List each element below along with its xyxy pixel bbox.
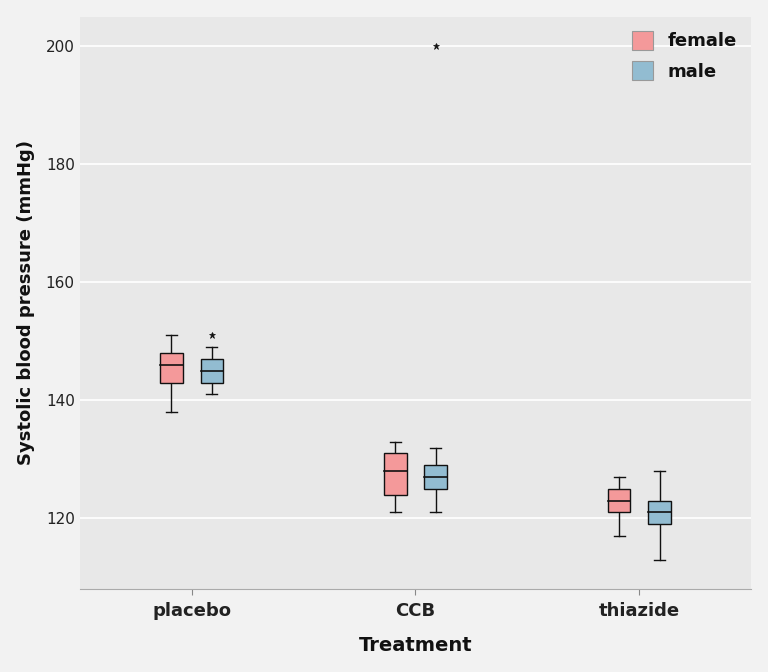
Bar bbox=[608, 489, 631, 513]
Bar bbox=[425, 465, 447, 489]
Bar bbox=[161, 353, 183, 382]
Legend: female, male: female, male bbox=[626, 26, 743, 86]
X-axis label: Treatment: Treatment bbox=[359, 636, 472, 655]
Bar bbox=[200, 359, 223, 382]
Bar bbox=[384, 454, 406, 495]
Y-axis label: Systolic blood pressure (mmHg): Systolic blood pressure (mmHg) bbox=[17, 140, 35, 466]
Bar bbox=[648, 501, 670, 524]
